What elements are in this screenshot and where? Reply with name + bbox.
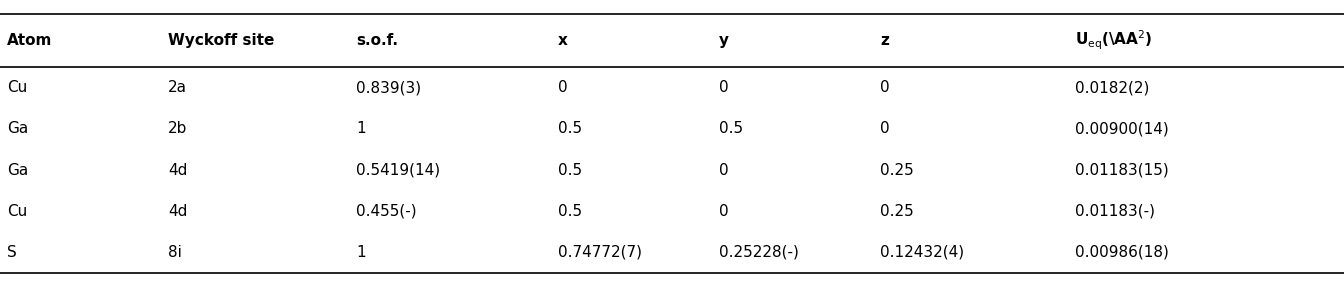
Text: Atom: Atom bbox=[7, 33, 52, 48]
Text: 0: 0 bbox=[719, 80, 728, 96]
Text: 2b: 2b bbox=[168, 121, 187, 137]
Text: z: z bbox=[880, 33, 890, 48]
Text: 0: 0 bbox=[880, 121, 890, 137]
Text: 0.839(3): 0.839(3) bbox=[356, 80, 421, 96]
Text: Ga: Ga bbox=[7, 121, 28, 137]
Text: Ga: Ga bbox=[7, 162, 28, 178]
Text: 0.12432(4): 0.12432(4) bbox=[880, 244, 965, 260]
Text: 0.25: 0.25 bbox=[880, 162, 914, 178]
Text: 0.00900(14): 0.00900(14) bbox=[1075, 121, 1169, 137]
Text: 0.5: 0.5 bbox=[719, 121, 743, 137]
Text: U$_\mathrm{eq}$(\AA$^2$): U$_\mathrm{eq}$(\AA$^2$) bbox=[1075, 29, 1153, 52]
Text: 8i: 8i bbox=[168, 244, 181, 260]
Text: Cu: Cu bbox=[7, 203, 27, 219]
Text: y: y bbox=[719, 33, 728, 48]
Text: 0.25228(-): 0.25228(-) bbox=[719, 244, 798, 260]
Text: 0: 0 bbox=[880, 80, 890, 96]
Text: 0: 0 bbox=[719, 203, 728, 219]
Text: Wyckoff site: Wyckoff site bbox=[168, 33, 274, 48]
Text: 0.5: 0.5 bbox=[558, 121, 582, 137]
Text: S: S bbox=[7, 244, 16, 260]
Text: Cu: Cu bbox=[7, 80, 27, 96]
Text: 0.25: 0.25 bbox=[880, 203, 914, 219]
Text: 0.01183(-): 0.01183(-) bbox=[1075, 203, 1156, 219]
Text: 0.0182(2): 0.0182(2) bbox=[1075, 80, 1149, 96]
Text: 0.74772(7): 0.74772(7) bbox=[558, 244, 642, 260]
Text: 0.00986(18): 0.00986(18) bbox=[1075, 244, 1169, 260]
Text: 1: 1 bbox=[356, 244, 366, 260]
Text: 2a: 2a bbox=[168, 80, 187, 96]
Text: 0: 0 bbox=[719, 162, 728, 178]
Text: 4d: 4d bbox=[168, 203, 187, 219]
Text: 0.5: 0.5 bbox=[558, 162, 582, 178]
Text: x: x bbox=[558, 33, 567, 48]
Text: 0.455(-): 0.455(-) bbox=[356, 203, 417, 219]
Text: s.o.f.: s.o.f. bbox=[356, 33, 398, 48]
Text: 4d: 4d bbox=[168, 162, 187, 178]
Text: 1: 1 bbox=[356, 121, 366, 137]
Text: 0: 0 bbox=[558, 80, 567, 96]
Text: 0.01183(15): 0.01183(15) bbox=[1075, 162, 1169, 178]
Text: 0.5419(14): 0.5419(14) bbox=[356, 162, 441, 178]
Text: 0.5: 0.5 bbox=[558, 203, 582, 219]
